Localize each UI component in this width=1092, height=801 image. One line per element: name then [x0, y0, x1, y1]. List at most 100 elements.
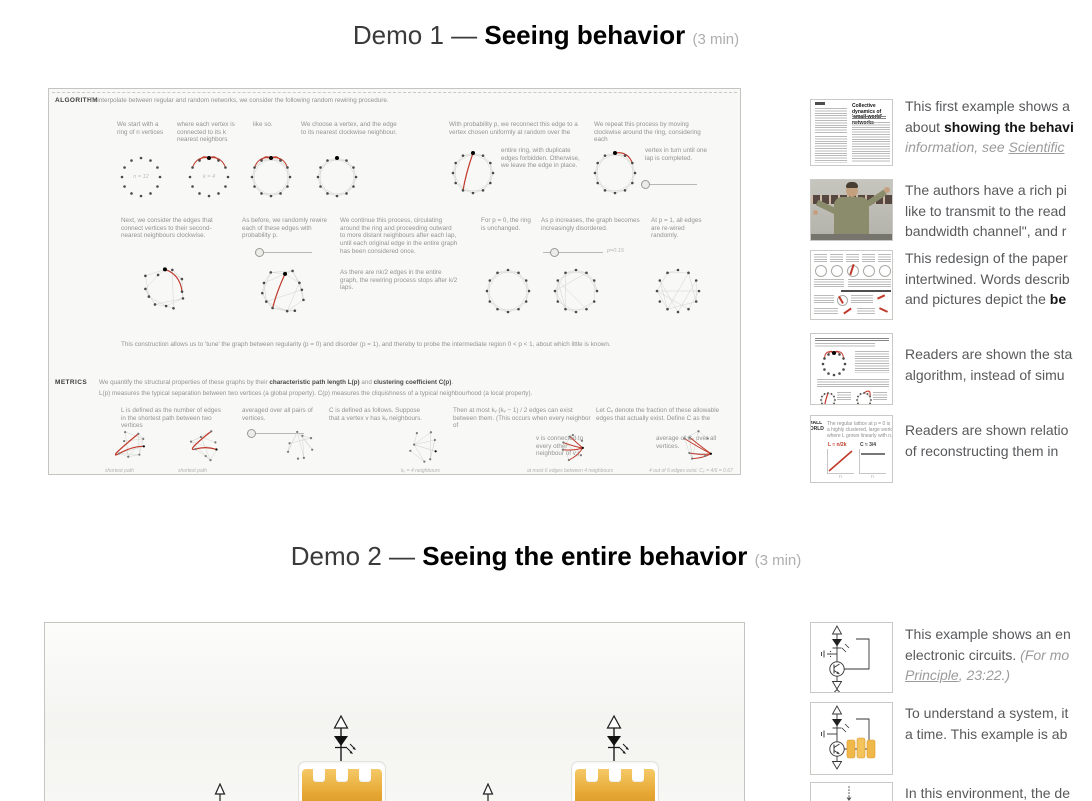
- sidebar-note: Readers are shown relatio of reconstruct…: [905, 422, 1069, 459]
- circuit-environment-figure: [44, 622, 745, 801]
- plot1-label: L ≈ n/2k: [828, 442, 847, 448]
- slider: [641, 180, 697, 189]
- demo2-heading-prefix: Demo 2 —: [290, 541, 423, 571]
- divider: [52, 92, 737, 93]
- caption: We start with a ring of n vertices: [117, 121, 164, 136]
- environment-thumbnail: [810, 782, 893, 801]
- metrics-section-label: METRICS: [55, 379, 88, 386]
- sidebar-note: This redesign of the paper intertwined. …: [905, 250, 1070, 307]
- demo2-heading-bold: Seeing the entire behavior: [422, 541, 748, 571]
- plot2-label: C ≈ 3/4: [860, 442, 877, 448]
- graph-diagram: [114, 429, 151, 470]
- sidebar-note: This example shows an en electronic circ…: [905, 626, 1071, 683]
- circuit-schematic-thumbnail: [810, 622, 893, 693]
- caption: Then at most kᵥ (kᵥ − 1) / 2 edges can e…: [453, 407, 591, 430]
- graph-diagram: [283, 429, 319, 470]
- demo2-heading-duration: (3 min): [754, 552, 802, 569]
- caption-side: entire ring, with duplicate edges forbid…: [501, 147, 580, 170]
- block-shape: [571, 761, 659, 801]
- ring-diagram: [819, 349, 849, 384]
- flat-line: [861, 453, 885, 455]
- metrics-intro-2: L(p) measures the typical separation bet…: [99, 390, 533, 397]
- caption: With probability p, we reconnect this ed…: [449, 121, 578, 136]
- dotted-probe-icon: [846, 786, 852, 801]
- slider: [247, 429, 304, 438]
- caption: like so.: [253, 121, 273, 128]
- small-worlds-thumbnail: SMALL WORLDS The regular lattice at p = …: [810, 415, 893, 483]
- diagram-label: shortest path: [178, 468, 207, 474]
- ring-diagram: [551, 266, 601, 321]
- caption: We choose a vertex, and the edge to its …: [301, 121, 397, 136]
- demo2-heading: Demo 2 — Seeing the entire behavior (3 m…: [0, 541, 1092, 572]
- caption: For p = 0, the ring is unchanged.: [481, 217, 531, 232]
- graph-diagram: [188, 429, 224, 470]
- plot1: [827, 449, 854, 474]
- tune-paragraph: This construction allows us to 'tune' th…: [121, 341, 611, 348]
- paper-redesign-figure: ALGORITHM To interpolate between regular…: [48, 88, 741, 475]
- algorithm-crop-thumbnail: [810, 333, 893, 405]
- caption: As before, we randomly rewire each of th…: [242, 217, 328, 240]
- video-still-thumbnail: [810, 179, 893, 241]
- ring-diagram: [449, 149, 497, 202]
- ring-diagram: [591, 149, 639, 202]
- ring-diagram: [853, 389, 875, 404]
- slider: [255, 248, 312, 257]
- led-output-icon: [606, 715, 629, 761]
- diagram-label: shortest path: [105, 468, 134, 474]
- caption: L is defined as the number of edges in t…: [121, 407, 221, 430]
- person-torso: [834, 197, 869, 240]
- ring-diagram: [314, 154, 360, 205]
- ring-diagram: [653, 266, 703, 321]
- plot2: [859, 449, 886, 474]
- ring-diagram: [141, 265, 189, 318]
- algorithm-section-label: ALGORITHM: [55, 97, 98, 104]
- led-output-icon: [333, 715, 356, 761]
- graph-diagram: [554, 429, 590, 470]
- circuit-drawing: [821, 625, 870, 692]
- caption: averaged over all pairs of vertices.: [242, 407, 313, 422]
- caption: C is defined as follows. Suppose that a …: [329, 407, 423, 422]
- caption: We repeat this process by moving clockwi…: [594, 121, 701, 144]
- signal-arrow-icon: [214, 783, 226, 801]
- caption: We continue this process, circulating ar…: [340, 217, 458, 255]
- sidebar-note: In this environment, the de: [905, 785, 1070, 801]
- demo1-heading: Demo 1 — Seeing behavior (3 min): [0, 20, 1092, 51]
- diagram-label: at most 6 edges between 4 neighbours: [527, 468, 614, 474]
- sidebar-note: This first example shows a about showing…: [905, 98, 1074, 155]
- caption-side: average of Cᵥ over all vertices.: [656, 435, 717, 450]
- demo1-heading-duration: (3 min): [692, 31, 740, 48]
- ring-diagram: [483, 266, 533, 321]
- caption: At p = 1, all edges are re-wired randoml…: [651, 217, 702, 240]
- metrics-intro: We quantify the structural properties of…: [99, 379, 454, 386]
- ring-label: n = 12: [133, 174, 149, 180]
- diagram-label: kᵥ = 4 neighbours: [401, 468, 440, 474]
- paper-thumbnail: Collective dynamics of 'small-world' net…: [810, 99, 893, 166]
- caption: Next, we consider the edges that connect…: [121, 217, 213, 240]
- demo1-heading-prefix: Demo 1 —: [352, 20, 485, 50]
- graph-diagram: [679, 429, 715, 470]
- caption: Let Cᵥ denote the fraction of these allo…: [596, 407, 720, 422]
- slider: [543, 248, 603, 257]
- ring-diagram: [248, 154, 294, 205]
- caption: As there are nk/2 edges in the entire gr…: [340, 269, 458, 292]
- caption-side: v is connected to every other neighbour …: [536, 435, 584, 458]
- circuit-highlight-thumbnail: [810, 702, 893, 775]
- redesign-overview-thumbnail: [810, 250, 893, 320]
- ring-diagram: [260, 267, 308, 320]
- sidebar-note: To understand a system, it a time. This …: [905, 705, 1069, 742]
- rising-line: [828, 450, 853, 472]
- slider-value-label: p=0.15: [607, 248, 624, 254]
- graph-diagram: [407, 429, 443, 470]
- principle-link[interactable]: Principle: [905, 667, 959, 683]
- ring-diagram: [817, 389, 839, 404]
- caption: As p increases, the graph becomes increa…: [541, 217, 640, 232]
- circuit-drawing: [821, 705, 876, 770]
- caption: where each vertex is connected to its k …: [177, 121, 235, 144]
- ring-label: k = 4: [202, 174, 216, 180]
- diagram-label: 4 out of 6 edges exist. Cᵥ = 4/6 = 0.67: [649, 468, 733, 474]
- algorithm-intro: To interpolate between regular and rando…: [89, 97, 389, 104]
- demo1-heading-bold: Seeing behavior: [484, 20, 686, 50]
- scientific-communication-link[interactable]: Scientific: [1008, 139, 1065, 155]
- signal-arrow-icon: [482, 783, 494, 801]
